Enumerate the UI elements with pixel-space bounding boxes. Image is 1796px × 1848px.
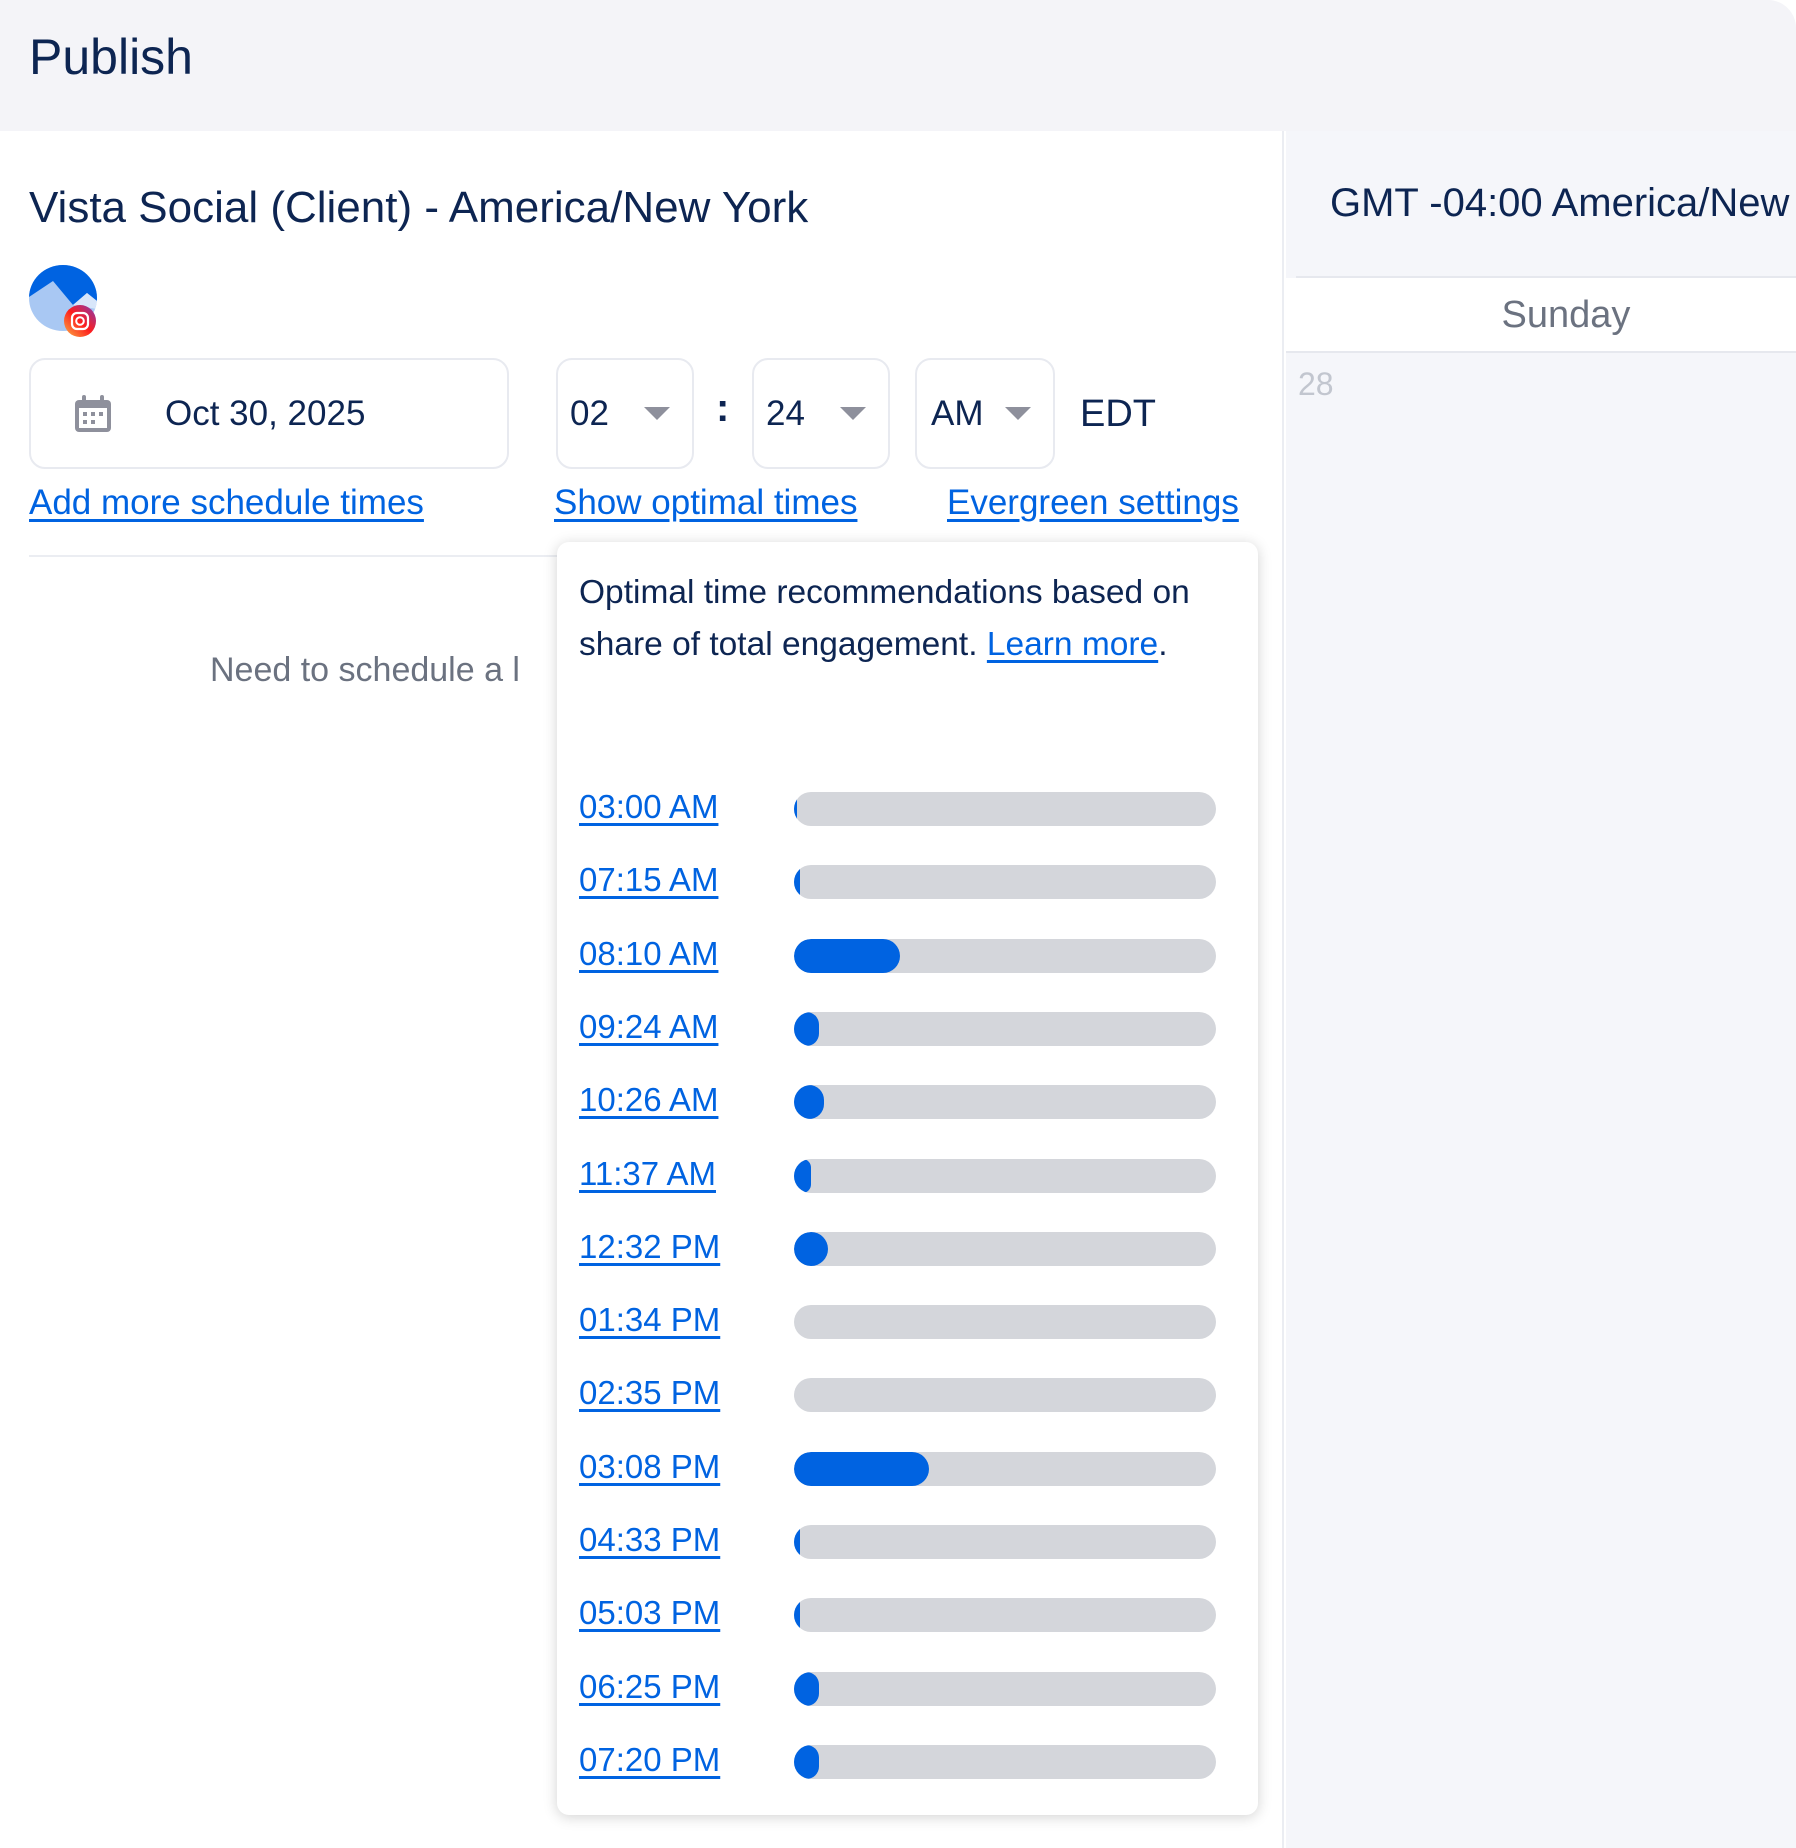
need-to-schedule-text: Need to schedule a l bbox=[210, 651, 520, 689]
optimal-times-description: Optimal time recommendations based on sh… bbox=[579, 567, 1239, 671]
optimal-time-link[interactable]: 03:00 AM bbox=[579, 788, 719, 825]
optimal-time-row: 08:10 AM bbox=[579, 935, 1239, 975]
page-header: Publish bbox=[0, 0, 1796, 131]
add-more-schedule-times-link[interactable]: Add more schedule times bbox=[29, 483, 424, 522]
evergreen-settings-link[interactable]: Evergreen settings bbox=[947, 483, 1239, 522]
day-header-sunday: Sunday bbox=[1286, 278, 1796, 353]
engagement-bar-fill bbox=[794, 1231, 828, 1266]
engagement-bar-fill bbox=[794, 1451, 930, 1486]
engagement-bar bbox=[794, 1671, 1216, 1706]
divider bbox=[29, 555, 569, 557]
optimal-times-popover: Optimal time recommendations based on sh… bbox=[557, 542, 1258, 1815]
optimal-time-link[interactable]: 11:37 AM bbox=[579, 1154, 716, 1192]
optimal-time-row: 11:37 AM bbox=[579, 1155, 1239, 1195]
engagement-bar-fill bbox=[794, 1158, 811, 1193]
optimal-time-link[interactable]: 09:24 AM bbox=[579, 1007, 719, 1045]
avatar[interactable] bbox=[29, 265, 97, 337]
engagement-bar bbox=[794, 1525, 1216, 1559]
show-optimal-times-link[interactable]: Show optimal times bbox=[554, 483, 858, 522]
optimal-time-link[interactable]: 01:34 PM bbox=[579, 1301, 721, 1339]
engagement-bar-fill bbox=[794, 1011, 820, 1046]
engagement-bar bbox=[794, 792, 1216, 826]
instagram-icon bbox=[64, 305, 96, 337]
optimal-time-row: 04:33 PM bbox=[579, 1521, 1239, 1561]
period: . bbox=[1158, 626, 1168, 663]
engagement-bar-fill bbox=[794, 1671, 820, 1706]
optimal-time-row: 12:32 PM bbox=[579, 1228, 1239, 1268]
optimal-time-row: 05:03 PM bbox=[579, 1594, 1239, 1634]
engagement-bar bbox=[794, 865, 1216, 900]
engagement-bar-fill bbox=[794, 1598, 801, 1633]
optimal-time-link[interactable]: 07:15 AM bbox=[579, 861, 719, 899]
divider bbox=[1296, 276, 1796, 278]
engagement-bar-fill bbox=[794, 792, 797, 826]
chevron-down-icon bbox=[644, 407, 670, 420]
minute-select[interactable]: 24 bbox=[752, 358, 890, 469]
engagement-bar bbox=[794, 1378, 1216, 1413]
chevron-down-icon bbox=[1005, 407, 1031, 420]
engagement-bar bbox=[794, 1305, 1216, 1340]
engagement-bar bbox=[794, 1011, 1216, 1046]
optimal-time-row: 06:25 PM bbox=[579, 1668, 1239, 1708]
learn-more-link[interactable]: Learn more bbox=[986, 626, 1159, 663]
engagement-bar bbox=[794, 1158, 1216, 1193]
optimal-time-row: 09:24 AM bbox=[579, 1008, 1239, 1048]
engagement-bar bbox=[794, 1598, 1216, 1633]
optimal-time-row: 03:00 AM bbox=[579, 788, 1239, 828]
optimal-time-link[interactable]: 07:20 PM bbox=[579, 1740, 721, 1778]
optimal-time-row: 10:26 AM bbox=[579, 1081, 1239, 1121]
optimal-time-link[interactable]: 12:32 PM bbox=[579, 1227, 721, 1265]
hour-select[interactable]: 02 bbox=[556, 358, 694, 469]
engagement-bar-fill bbox=[794, 938, 900, 973]
date-value: Oct 30, 2025 bbox=[165, 393, 366, 433]
optimal-time-link[interactable]: 02:35 PM bbox=[579, 1374, 721, 1412]
engagement-bar bbox=[794, 1451, 1216, 1486]
optimal-time-link[interactable]: 08:10 AM bbox=[579, 934, 719, 972]
optimal-time-link[interactable]: 10:26 AM bbox=[579, 1081, 719, 1119]
engagement-bar bbox=[794, 1085, 1216, 1120]
ampm-value: AM bbox=[931, 393, 984, 433]
timezone-label: EDT bbox=[1080, 393, 1156, 435]
calendar-icon bbox=[75, 394, 111, 432]
minute-value: 24 bbox=[766, 393, 805, 433]
optimal-time-row: 07:15 AM bbox=[579, 861, 1239, 901]
optimal-time-row: 02:35 PM bbox=[579, 1374, 1239, 1414]
hour-value: 02 bbox=[570, 393, 609, 433]
optimal-time-link[interactable]: 06:25 PM bbox=[579, 1667, 721, 1705]
ampm-select[interactable]: AM bbox=[915, 358, 1055, 469]
description-text: Optimal time recommendations based on sh… bbox=[579, 574, 1190, 663]
engagement-bar-fill bbox=[794, 865, 801, 900]
optimal-time-row: 03:08 PM bbox=[579, 1448, 1239, 1488]
engagement-bar-fill bbox=[794, 1525, 801, 1559]
profile-timezone-title: Vista Social (Client) - America/New York bbox=[29, 183, 809, 232]
optimal-time-link[interactable]: 03:08 PM bbox=[579, 1447, 721, 1485]
optimal-time-row: 01:34 PM bbox=[579, 1301, 1239, 1341]
chevron-down-icon bbox=[840, 407, 866, 420]
engagement-bar bbox=[794, 1231, 1216, 1266]
time-separator: : bbox=[716, 386, 730, 430]
calendar-date[interactable]: 28 bbox=[1298, 366, 1334, 402]
calendar-panel: GMT -04:00 America/New York Sunday 28 bbox=[1286, 131, 1796, 1848]
engagement-bar bbox=[794, 1744, 1216, 1779]
engagement-bar bbox=[794, 938, 1216, 973]
optimal-time-row: 07:20 PM bbox=[579, 1741, 1239, 1781]
engagement-bar-fill bbox=[794, 1744, 820, 1779]
date-picker[interactable]: Oct 30, 2025 bbox=[29, 358, 509, 469]
calendar-timezone: GMT -04:00 America/New York bbox=[1330, 181, 1796, 225]
page-title: Publish bbox=[29, 29, 193, 85]
engagement-bar-fill bbox=[794, 1085, 824, 1120]
optimal-time-link[interactable]: 05:03 PM bbox=[579, 1594, 721, 1632]
optimal-time-link[interactable]: 04:33 PM bbox=[579, 1521, 721, 1558]
